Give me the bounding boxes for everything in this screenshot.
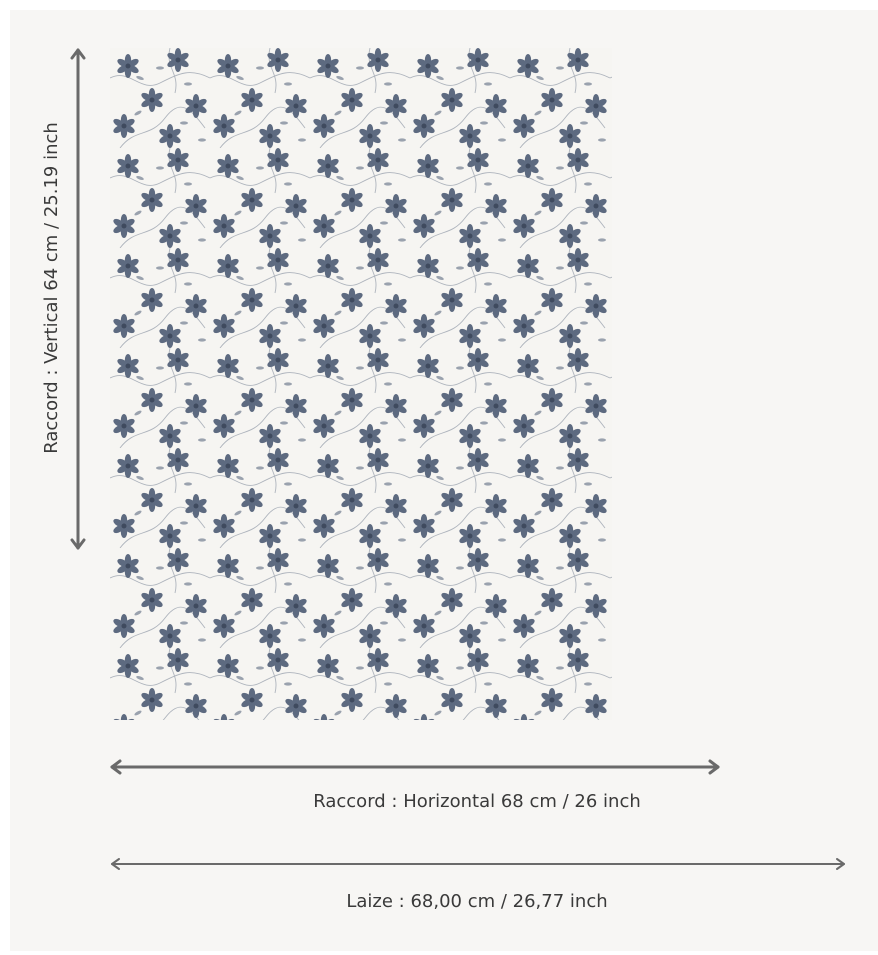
wallpaper-sample (110, 48, 612, 720)
width-label: Laize : 68,00 cm / 26,77 inch (346, 891, 607, 912)
width-arrow (111, 858, 845, 870)
horizontal-arrow (110, 759, 720, 775)
vertical-label: Raccord : Vertical 64 cm / 25.19 inch (41, 122, 62, 454)
horizontal-label: Raccord : Horizontal 68 cm / 26 inch (313, 791, 641, 812)
vertical-arrow (70, 48, 86, 550)
